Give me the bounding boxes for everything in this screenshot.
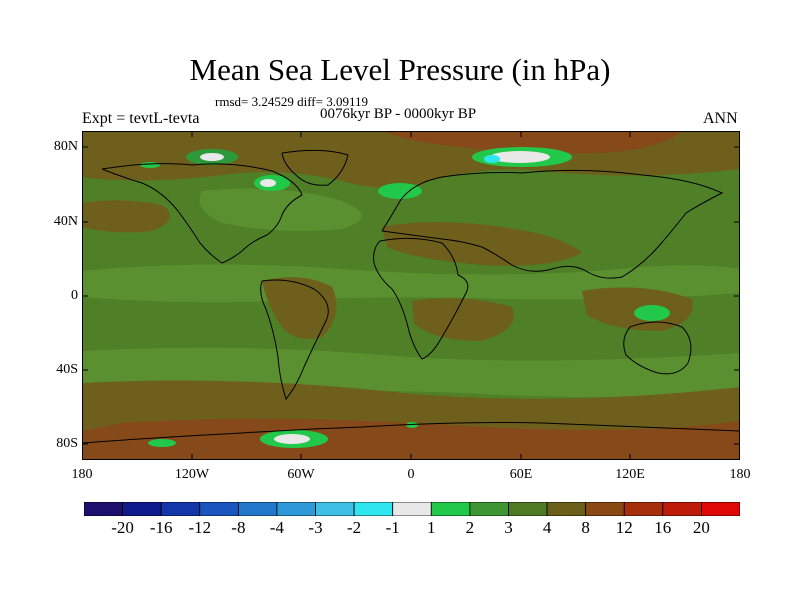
colorbar-box-8	[392, 502, 432, 516]
colorbar-label-7: -1	[385, 518, 400, 537]
colorbar-box-13	[585, 502, 625, 516]
colorbar-label-15: 20	[692, 518, 710, 537]
period-label: 0076kyr BP - 0000kyr BP	[320, 106, 477, 122]
lon-tick-120w: 120W	[174, 467, 210, 482]
colorbar-label-12: 8	[581, 518, 590, 537]
colorbar-box-5	[276, 502, 316, 516]
colorbar-box-10	[469, 502, 509, 516]
colorbar-label-5: -3	[308, 518, 323, 537]
coastlines	[82, 149, 740, 444]
colorbar-label-14: 16	[654, 518, 672, 537]
colorbar-label-6: -2	[347, 518, 362, 537]
lat-tick-80n: 80N	[53, 139, 78, 154]
colorbar-label-8: 1	[427, 518, 436, 537]
colorbar-label-10: 3	[504, 518, 513, 537]
colorbar-label-11: 4	[542, 518, 552, 537]
colorbar-box-16	[701, 502, 740, 516]
colorbar-box-12	[546, 502, 587, 516]
colorbar-box-15	[662, 502, 702, 516]
lon-tick-0: 0	[407, 467, 415, 482]
lat-tick-0: 0	[71, 288, 78, 303]
lon-tick-120e: 120E	[615, 467, 645, 482]
stats-label: rmsd= 3.24529 diff= 3.09119	[215, 94, 368, 109]
lon-tick-180-left: 180	[71, 467, 93, 482]
colorbar-box-7	[353, 502, 394, 516]
lon-tick-180-right: 180	[729, 467, 751, 482]
season-label: ANN	[703, 110, 738, 127]
dark-brown-patches	[82, 131, 740, 460]
pressure-map	[82, 131, 740, 460]
colorbar-box-4	[237, 502, 278, 516]
colorbar-box-14	[623, 502, 664, 516]
colorbar-box-6	[315, 502, 355, 516]
colorbar-label-3: -8	[231, 518, 246, 537]
lon-tick-60e: 60E	[509, 467, 533, 482]
colorbar-label-2: -12	[188, 518, 212, 537]
colorbar-box-1	[122, 502, 162, 516]
lat-tick-80s: 80S	[56, 436, 78, 451]
colorbar-box-0	[84, 502, 123, 516]
arctic-spots	[140, 147, 670, 448]
lat-tick-40n: 40N	[53, 214, 78, 229]
colorbar-label-0: -20	[111, 518, 134, 537]
colorbar	[84, 502, 740, 516]
colorbar-box-11	[508, 502, 548, 516]
lat-tick-40s: 40S	[56, 362, 78, 377]
colorbar-box-9	[430, 502, 471, 516]
colorbar-label-13: 12	[615, 518, 633, 537]
map-title: Mean Sea Level Pressure (in hPa)	[189, 52, 611, 87]
colorbar-label-4: -4	[269, 518, 284, 537]
lon-tick-60w: 60W	[287, 467, 315, 482]
colorbar-box-2	[160, 502, 201, 516]
colorbar-label-9: 2	[465, 518, 475, 537]
experiment-label: Expt = tevtL-tevta	[82, 110, 200, 127]
colorbar-label-1: -16	[149, 518, 173, 537]
colorbar-box-3	[199, 502, 239, 516]
tick-marks	[82, 131, 740, 460]
